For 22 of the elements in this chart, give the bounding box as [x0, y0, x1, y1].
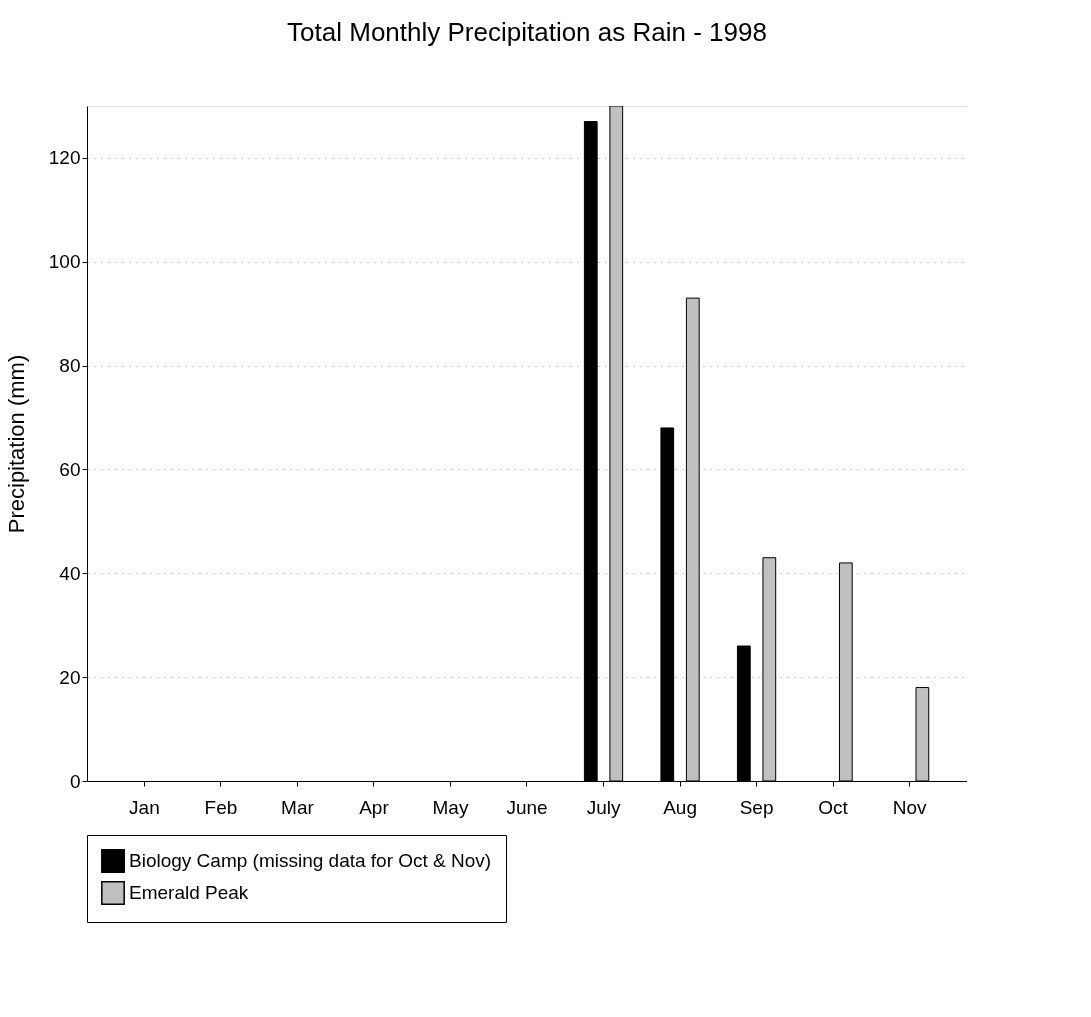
x-tick-label: Sep — [739, 796, 774, 818]
x-tick-label: Nov — [892, 796, 927, 818]
y-tick-label: 100 — [48, 251, 81, 273]
y-tick-label: 60 — [59, 458, 81, 480]
x-tick-label: Mar — [281, 796, 315, 818]
x-tick-label: June — [506, 796, 548, 818]
chart-title: Total Monthly Precipitation as Rain - 1998 — [287, 17, 767, 47]
y-tick-label: 0 — [69, 770, 81, 792]
y-tick-label: 20 — [59, 666, 81, 688]
legend-label: Biology Camp (missing data for Oct & Nov) — [129, 850, 492, 871]
x-tick-label: Apr — [359, 796, 390, 818]
x-tick-label: Jan — [129, 796, 160, 818]
x-tick-label: May — [432, 796, 469, 818]
x-tick-label: Aug — [663, 796, 697, 818]
x-tick-label: July — [586, 796, 621, 818]
y-tick-label: 120 — [48, 147, 81, 169]
y-tick-label: 80 — [59, 355, 81, 377]
x-tick-label: Oct — [818, 796, 849, 818]
x-tick-label: Feb — [204, 796, 238, 818]
legend-label: Emerald Peak — [129, 882, 249, 903]
y-tick-label: 40 — [59, 562, 81, 584]
y-axis-title: Precipitation (mm) — [3, 354, 29, 534]
